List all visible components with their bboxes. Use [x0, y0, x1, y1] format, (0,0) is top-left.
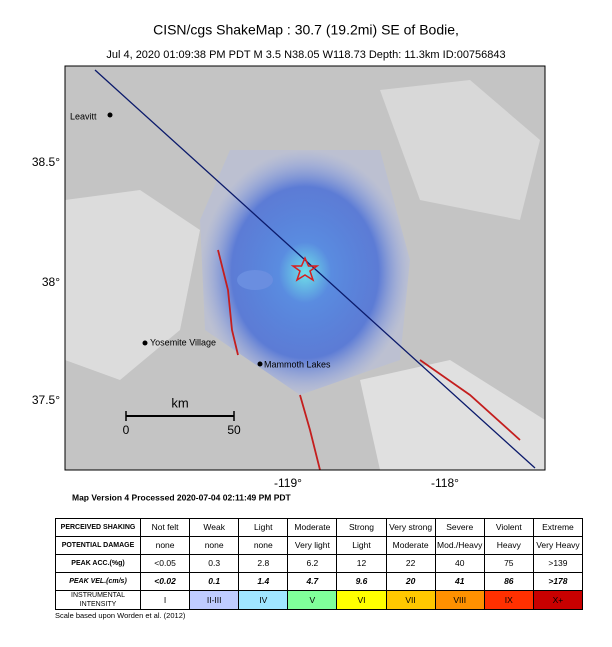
- legend-cell: 12: [336, 554, 387, 573]
- shaking-area: [200, 150, 410, 395]
- legend-cell: 0.1: [189, 572, 240, 591]
- place-label: Leavitt: [70, 111, 97, 121]
- epicenter: [290, 256, 320, 282]
- note: Scale based upon Worden et al. (2012): [55, 611, 186, 620]
- map-frame: [64, 65, 546, 471]
- scale-unit: km: [171, 395, 188, 410]
- row-header: PEAK VEL.(cm/s): [55, 572, 141, 591]
- fault: [419, 359, 521, 441]
- legend-cell: 2.8: [238, 554, 289, 573]
- row-header: INSTRUMENTAL INTENSITY: [55, 590, 141, 610]
- legend-cell: none: [238, 536, 289, 555]
- legend-cell: 40: [434, 554, 485, 573]
- place-dot: [257, 361, 263, 367]
- legend-cell: Mod./Heavy: [434, 536, 485, 555]
- legend-cell: 9.6: [336, 572, 387, 591]
- legend-cell: V: [287, 590, 338, 610]
- legend-cell: II-III: [189, 590, 240, 610]
- legend-row: PEAK ACC.(%g) <0.05 0.3 2.8 6.2 12 22 40 75 >139: [55, 554, 584, 573]
- legend-cell: Weak: [189, 518, 240, 537]
- place-dot: [107, 112, 113, 118]
- place-dot: [142, 340, 148, 346]
- legend-cell: >178: [532, 572, 584, 591]
- legend-cell: 0.3: [189, 554, 240, 573]
- legend-cell: I: [139, 590, 191, 610]
- legend-cell: Severe: [434, 518, 485, 537]
- section-line: [94, 69, 536, 469]
- legend-cell: IV: [238, 590, 289, 610]
- legend-cell: none: [139, 536, 191, 555]
- legend-cell: Light: [238, 518, 289, 537]
- scale-label: 50: [227, 423, 241, 437]
- legend-cell: VIII: [434, 590, 485, 610]
- place-label: Mammoth Lakes: [264, 359, 331, 369]
- map-figure: CISN/cgs ShakeMap : 30.7 (19.2mi) SE of …: [32, 22, 546, 502]
- row-header: POTENTIAL DAMAGE: [55, 536, 141, 555]
- lon-label: -119°: [274, 476, 302, 490]
- legend-cell: Not felt: [139, 518, 191, 537]
- legend-cell: X+: [532, 590, 584, 610]
- legend-cell: VI: [336, 590, 387, 610]
- legend-cell: none: [189, 536, 240, 555]
- legend-cell: Violent: [483, 518, 534, 537]
- legend-cell: Light: [336, 536, 387, 555]
- legend-cell: Strong: [336, 518, 387, 537]
- lat-label: 38.5°: [32, 155, 60, 169]
- legend-cell: 41: [434, 572, 485, 591]
- title: CISN/cgs ShakeMap : 30.7 (19.2mi) SE of …: [153, 22, 459, 38]
- lat-label: 38°: [42, 275, 60, 289]
- legend-cell: 4.7: [287, 572, 338, 591]
- legend-cell: 6.2: [287, 554, 338, 573]
- lon-label: -118°: [431, 476, 459, 490]
- legend-cell: <0.02: [139, 572, 191, 591]
- legend-cell: 20: [385, 572, 436, 591]
- fault: [217, 249, 239, 356]
- legend-cell: IX: [483, 590, 534, 610]
- terrain-light: [65, 190, 200, 380]
- legend-cell: 22: [385, 554, 436, 573]
- legend-cell: 75: [483, 554, 534, 573]
- terrain-light: [380, 80, 540, 220]
- terrain-light: [360, 360, 545, 470]
- legend-cell: Heavy: [483, 536, 534, 555]
- row-header: PERCEIVED SHAKING: [55, 518, 141, 537]
- legend-row: PERCEIVED SHAKING Not felt Weak Light Modera…: [55, 518, 584, 537]
- legend-row: INSTRUMENTAL INTENSITY I II-III IV V VI VII VII…: [55, 590, 584, 610]
- legend-cell: >139: [532, 554, 584, 573]
- lat-label: 37.5°: [32, 393, 60, 407]
- legend-cell: 1.4: [238, 572, 289, 591]
- legend-cell: Extreme: [532, 518, 584, 537]
- map: Leavitt Yosemite Village Mammoth Lakes k…: [65, 66, 545, 470]
- legend-row: POTENTIAL DAMAGE none none none Very light Li…: [55, 536, 584, 555]
- scale-label: 0: [123, 423, 130, 437]
- legend-cell: Very strong: [385, 518, 436, 537]
- legend-cell: Very light: [287, 536, 338, 555]
- lake: [237, 270, 273, 290]
- fault: [299, 394, 321, 470]
- intensity-legend: PERCEIVED SHAKING Not felt Weak Light Modera…: [55, 518, 584, 610]
- legend-cell: <0.05: [139, 554, 191, 573]
- legend-cell: Very Heavy: [532, 536, 584, 555]
- legend-cell: 86: [483, 572, 534, 591]
- map-footer: Map Version 4 Processed 2020-07-04 02:11…: [72, 492, 292, 502]
- legend-row: PEAK VEL.(cm/s) <0.02 0.1 1.4 4.7 9.6 20 41 86 >1…: [55, 572, 584, 591]
- legend-cell: Moderate: [287, 518, 338, 537]
- row-header: PEAK ACC.(%g): [55, 554, 141, 573]
- legend-cell: VII: [385, 590, 436, 610]
- subtitle: Jul 4, 2020 01:09:38 PM PDT M 3.5 N38.05…: [106, 49, 505, 61]
- place-label: Yosemite Village: [150, 337, 216, 347]
- legend-cell: Moderate: [385, 536, 436, 555]
